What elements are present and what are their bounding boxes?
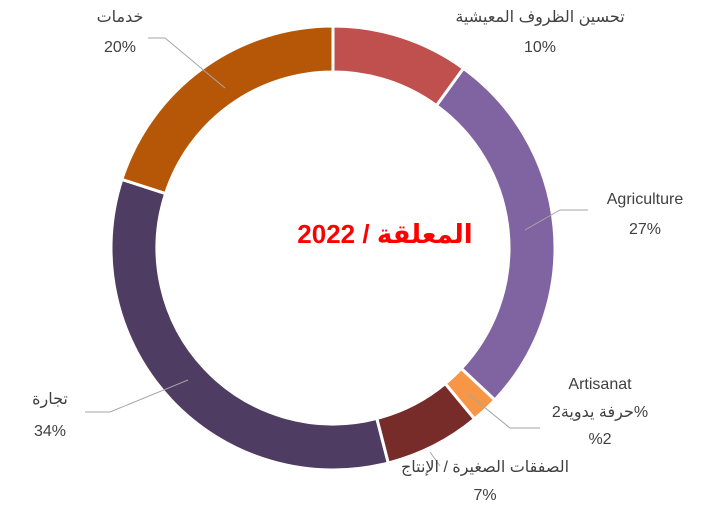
data-label: 20% [104, 39, 136, 56]
leader-line [524, 209, 588, 231]
legend-label: تجارة [32, 391, 68, 409]
data-label: 27% [629, 221, 661, 238]
leader-line [467, 393, 540, 429]
chart-title: 2022 / المعلقة [297, 219, 472, 249]
legend-label: Agriculture [607, 191, 684, 208]
data-label: %2 [588, 431, 611, 448]
legend-label: Artisanat [568, 376, 632, 393]
data-label: 34% [34, 423, 66, 440]
legend-label: الصفقات الصغيرة / الإنتاج [401, 459, 569, 477]
leader-line [429, 451, 441, 467]
annotation: حرفة يدوية2% [552, 404, 648, 422]
leader-line [85, 379, 189, 413]
data-label: 10% [524, 39, 556, 56]
legend-label: تحسين الظروف المعيشية [455, 9, 624, 27]
data-label: 7% [473, 487, 496, 504]
leader-line [148, 37, 226, 89]
donut-slice [119, 24, 335, 196]
legend-label: خدمات [97, 9, 144, 26]
